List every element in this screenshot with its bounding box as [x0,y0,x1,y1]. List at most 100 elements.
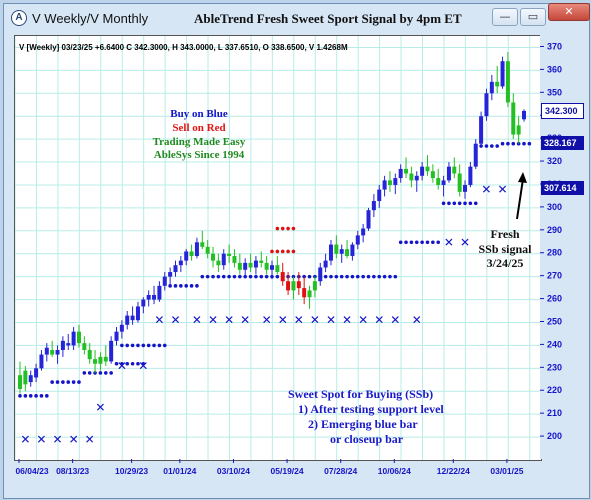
buy-stop-dot [173,284,178,288]
buy-stop-dot [61,380,65,384]
price-bar [275,256,280,275]
buy-stop-dot [500,141,505,146]
price-bar [361,223,366,243]
price-axis-svg: 2002102202302402502602702802903003103203… [540,41,562,441]
buy-stop-dot [506,141,510,146]
signal-arrowhead [518,172,527,183]
price-bar [93,349,98,373]
price-axis: 2002102202302402502602702802903003103203… [540,35,585,459]
ssb-item-3: or closeup bar [330,432,404,446]
price-bar [387,171,392,192]
price-bar [307,285,312,309]
buy-stop-dot [431,240,435,245]
restore-button[interactable]: ▭ [520,8,546,26]
price-bar [264,256,269,275]
x-marker: ✕ [240,313,250,327]
price-bar [119,320,124,339]
price-bar [114,327,119,346]
y-tick-label: 270 [547,271,562,281]
sell-stop-dot [286,226,290,231]
buy-stop-dot [248,274,253,279]
price-bar [500,56,505,89]
price-bar [135,301,140,323]
buy-stop-dot [103,371,108,375]
buy-stop-dot [77,380,81,384]
sell-stop-dot [270,249,274,254]
x-marker: ✕ [170,313,180,327]
x-marker: ✕ [20,432,30,446]
price-bar [280,262,285,286]
buy-stop-dot [259,274,264,279]
buy-stop-dot [495,144,499,148]
price-bar [66,333,71,350]
buy-stop-dot [66,380,71,384]
x-tick-label: 07/28/24 [324,466,357,476]
buy-stop-dot [372,274,376,279]
x-marker: ✕ [294,313,304,327]
price-bar [200,230,205,250]
signal-arrow [516,178,524,220]
x-tick-label: 05/19/24 [271,466,304,476]
price-bar [420,162,425,181]
minimize-button[interactable]: — [492,8,518,26]
price-bar [23,366,28,392]
x-marker: ✕ [192,313,202,327]
buy-stop-dot [404,240,408,245]
price-bar [189,244,194,261]
price-bar [452,157,457,179]
buy-stop-dot [179,284,183,288]
buy-stop-dot [205,274,210,279]
price-bar [334,235,339,259]
buy-stop-dot [447,201,451,206]
x-marker: ✕ [460,235,470,249]
price-bar [130,306,135,325]
stop-price-tag: 328.167 [541,136,584,150]
buy-stop-dot [71,380,76,384]
x-marker: ✕ [444,235,454,249]
price-bar [55,345,60,364]
buy-stop-dot [329,274,333,279]
ohlc-info-line: V [Weekly] 03/23/25 +6.6400 C 342.3000, … [19,43,348,52]
buy-stop-dot [130,343,135,348]
close-button[interactable]: ✕ [548,3,590,21]
x-tick-label: 10/06/24 [378,466,411,476]
price-bar [76,324,81,348]
buy-stop-dot [232,274,237,279]
ssb-item-1: 1) After testing support level [298,402,444,416]
buy-stop-dot [382,274,387,279]
buy-stop-dot [457,201,462,206]
price-bar [248,253,253,273]
buy-stop-dot [114,361,119,366]
y-tick-label: 260 [547,294,562,304]
annotation-date: 3/24/25 [486,256,524,270]
price-bar [194,237,199,259]
x-tick-label: 03/01/25 [490,466,523,476]
price-bar [253,256,258,275]
sell-stop-dot [280,226,285,231]
x-marker: ✕ [342,313,352,327]
x-marker: ✕ [412,313,422,327]
buy-stop-dot [141,343,146,348]
buy-stop-dot [55,380,60,384]
x-marker: ✕ [262,313,272,327]
ssb-title: Sweet Spot for Buying (SSb) [288,387,434,401]
buy-stop-dot [484,144,489,148]
buy-stop-dot [409,240,414,245]
price-bar [441,175,446,197]
buy-stop-dot [50,380,54,384]
buy-stop-dot [157,343,162,348]
price-bar [237,253,242,275]
price-bar [446,162,451,183]
buy-stop-dot [221,274,226,279]
price-bar [270,260,274,279]
price-bar [152,285,157,305]
buy-stop-dot [189,284,194,288]
x-marker: ✕ [95,400,105,414]
price-bar [109,336,114,364]
plot-area[interactable]: ✕ ✕ ✕ ✕ ✕ ✕ ✕ ✕ ✕ ✕ ✕ ✕ ✕ ✕ ✕ ✕ ✕ ✕ ✕ ✕ ✕ ✕ ✕ ✕ ✕ ✕ ✕ ✕ [14,35,542,461]
x-marker: ✕ [374,313,384,327]
buy-stop-dot [441,201,446,206]
price-bar [414,171,419,192]
buy-stop-dot [28,394,33,398]
buy-stop-dot [125,361,130,366]
